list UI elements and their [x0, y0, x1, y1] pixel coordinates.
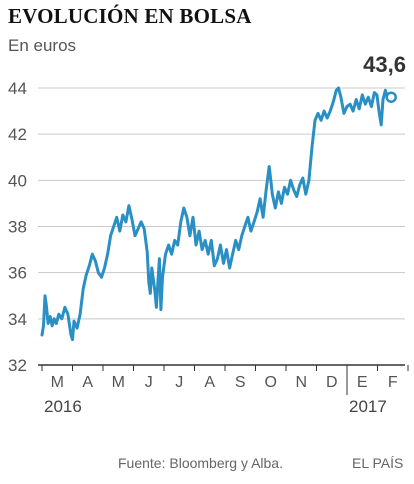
- y-tick-label: 42: [8, 125, 27, 144]
- x-tick-label: J: [175, 374, 183, 391]
- x-tick-label: A: [204, 374, 215, 391]
- year-label: 2016: [44, 397, 82, 416]
- gridlines: [38, 87, 405, 320]
- annotations: 43,6: [363, 52, 406, 103]
- x-tick-label: A: [82, 374, 93, 391]
- x-tick-label: M: [51, 374, 64, 391]
- x-tick-label: N: [295, 374, 307, 391]
- year-label: 2017: [349, 397, 387, 416]
- y-tick-label: 34: [8, 310, 27, 329]
- y-axis-ticks: 32 34 36 38 40 42 44: [8, 79, 27, 375]
- chart-title: EVOLUCIÓN EN BOLSA: [8, 4, 252, 28]
- x-tick-label: F: [388, 374, 398, 391]
- y-tick-label: 44: [8, 79, 27, 98]
- last-value-label: 43,6: [363, 52, 406, 77]
- x-tick-label: J: [145, 374, 153, 391]
- series-group: [40, 86, 393, 342]
- source-note: Fuente: Bloomberg y Alba.: [118, 455, 283, 471]
- y-tick-label: 32: [8, 356, 27, 375]
- x-tick-label: E: [357, 374, 368, 391]
- x-tick-label: O: [265, 374, 277, 391]
- y-tick-label: 40: [8, 171, 27, 190]
- y-tick-label: 36: [8, 264, 27, 283]
- last-value-marker: [385, 91, 397, 103]
- x-tick-label: D: [326, 374, 338, 391]
- y-tick-label: 38: [8, 218, 27, 237]
- x-tick-label: M: [112, 374, 125, 391]
- series-line: [40, 86, 393, 342]
- unit-label: En euros: [8, 36, 77, 55]
- x-axis: M A M J J A S O N D E F 2016 2017: [38, 364, 409, 416]
- x-tick-label: S: [235, 374, 246, 391]
- brand-label: EL PAÍS: [352, 455, 404, 471]
